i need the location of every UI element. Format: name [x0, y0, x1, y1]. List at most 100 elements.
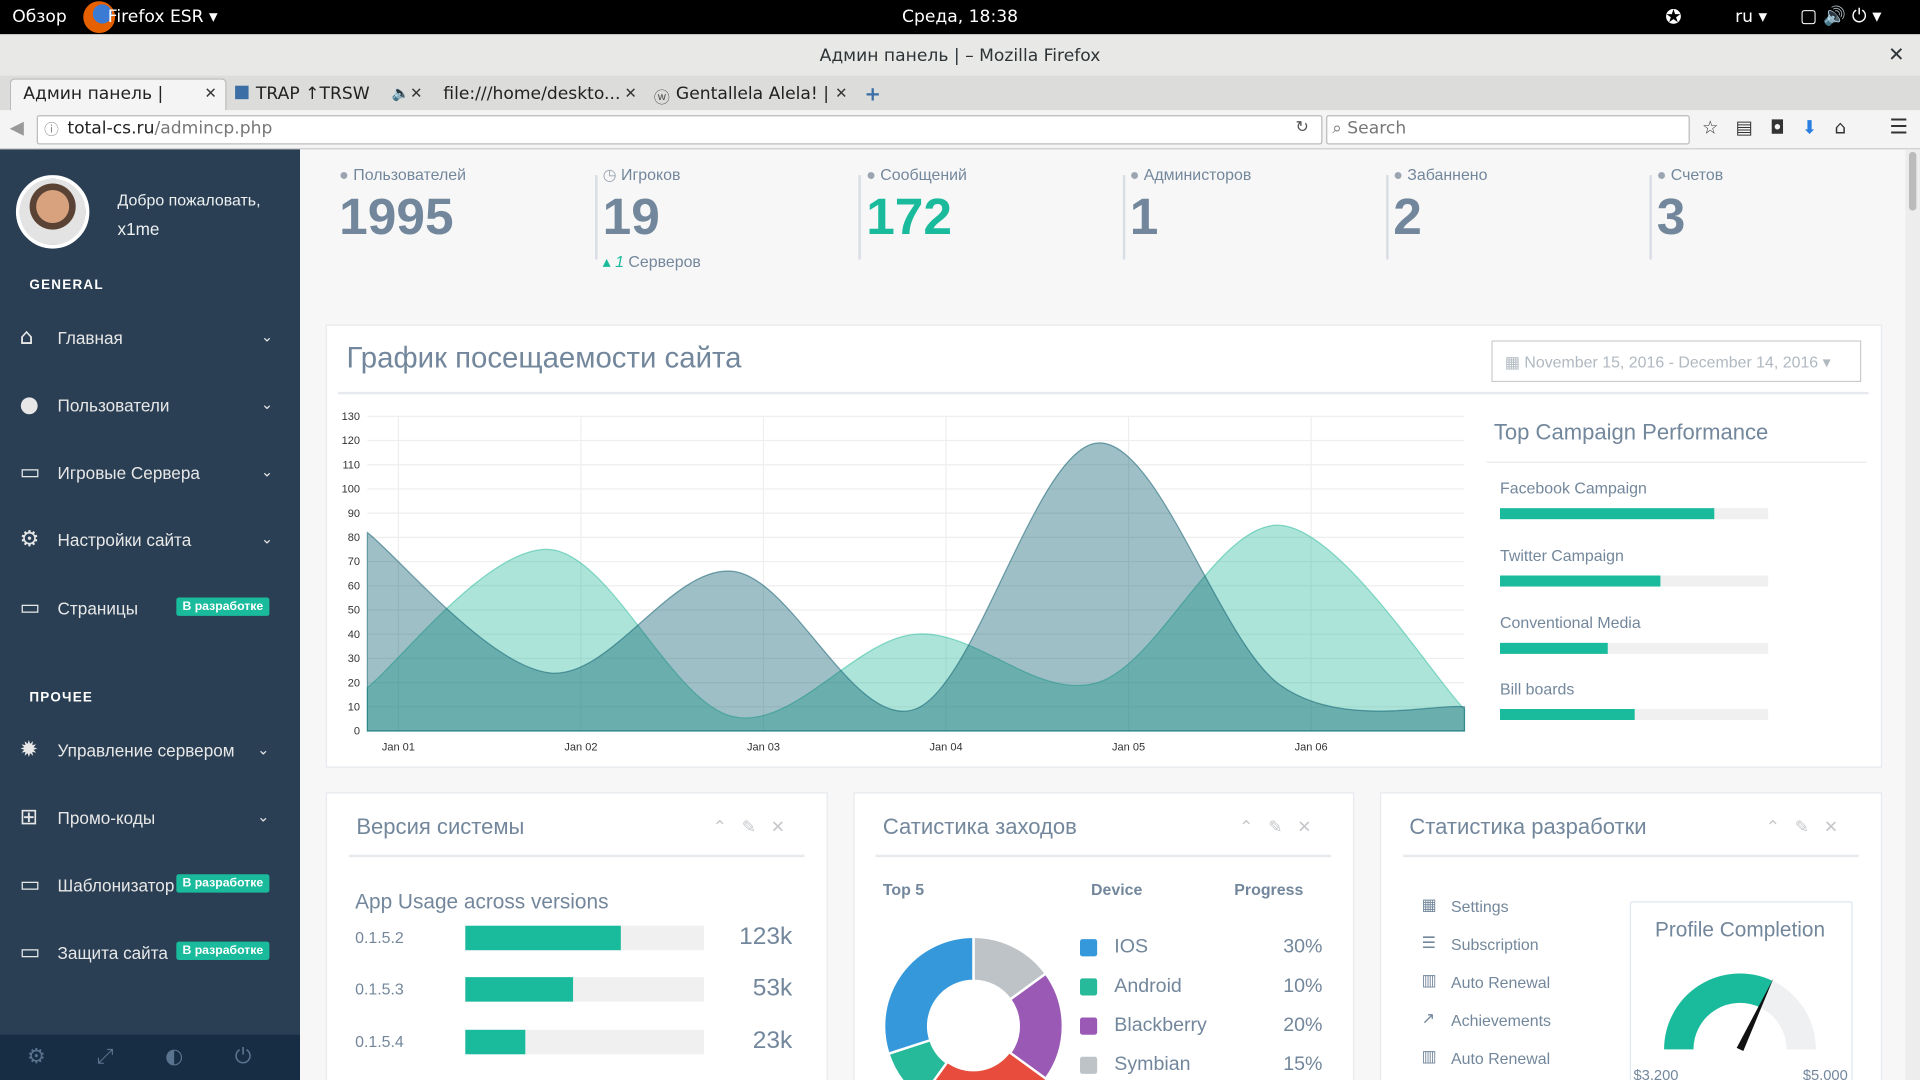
panel-title: Статистика разработки [1409, 814, 1647, 839]
legend-value: 10% [1283, 975, 1323, 997]
footer-icons[interactable]: ⚙⤢◐⏻ [26, 1044, 303, 1069]
chevron: ⌄ [257, 740, 270, 758]
legend-swatch [1080, 978, 1098, 996]
nav-item[interactable]: Главная [57, 328, 123, 348]
nav-icon: ▭ [19, 595, 41, 621]
list-icon: ↗ [1421, 1010, 1435, 1029]
clock[interactable]: Среда, 18:38 [901, 7, 1019, 27]
new-tab[interactable]: + [864, 82, 881, 106]
tab-title[interactable]: file:///home/deskto... [443, 84, 621, 105]
nav-item[interactable]: Шаблонизатор [57, 875, 175, 896]
divider [875, 854, 1332, 858]
legend-name: Android [1114, 975, 1182, 997]
campaign-name: Conventional Media [1500, 613, 1641, 632]
stat-label-text: Забаннено [1407, 165, 1488, 184]
panel-tools[interactable]: ⌃✎✕ [1765, 816, 1853, 837]
tab-title[interactable]: TRAP ↑TRSW [255, 84, 370, 105]
y-tick-label: 0 [354, 726, 360, 738]
list-item[interactable]: Auto Renewal [1451, 973, 1551, 992]
activities[interactable]: Обзор [12, 7, 67, 27]
chevron: ⌄ [260, 530, 274, 548]
stat-value: 3 [1656, 187, 1686, 245]
gauge-title: Profile Completion [1654, 918, 1826, 942]
nav-item[interactable]: Настройки сайта [57, 530, 192, 550]
stat-label-text: Счетов [1670, 165, 1724, 184]
date-picker[interactable] [1491, 340, 1862, 383]
lang: ru [1735, 7, 1754, 27]
back-button[interactable]: ◀ [9, 116, 24, 139]
sidebar-footer [0, 1034, 300, 1080]
nav-item[interactable]: Промо-коды [57, 808, 156, 828]
list-item[interactable]: Subscription [1451, 935, 1539, 954]
legend-value: 15% [1283, 1054, 1323, 1076]
progress-track [1500, 575, 1769, 587]
y-tick-label: 30 [348, 653, 360, 665]
tab-close[interactable]: ✕ [204, 84, 217, 102]
nav-icon: ⊞ [19, 804, 39, 831]
list-icon: ☰ [1421, 934, 1436, 953]
progress-track [465, 977, 705, 1002]
divider [858, 175, 862, 260]
nav-icon: ▭ [19, 871, 41, 898]
url-host: total-cs.ru [67, 118, 155, 139]
campaign-title: Top Campaign Performance [1493, 420, 1769, 445]
tab-close[interactable]: ✕ [624, 84, 637, 102]
badge: В разработке [176, 941, 270, 960]
list-item[interactable]: Achievements [1451, 1011, 1552, 1030]
lang-menu[interactable]: ru ▾ [1735, 7, 1768, 27]
list-item[interactable]: Auto Renewal [1451, 1049, 1551, 1068]
stat-value: 19 [602, 187, 660, 245]
y-tick-label: 40 [348, 629, 360, 641]
version-label: 0.1.5.2 [355, 928, 404, 947]
app-name: Firefox ESR [107, 7, 204, 27]
tab-icon: ⓦ [653, 89, 670, 108]
info-icon[interactable]: ⓘ [44, 121, 59, 139]
versions-subtitle: App Usage across versions [355, 890, 609, 914]
tab-strip [0, 75, 1920, 111]
system-icons[interactable]: ▢ 🔊 ⏻ ▾ [1800, 4, 1882, 27]
search-bar[interactable] [1326, 115, 1690, 145]
col-header: Top 5 [882, 880, 925, 899]
list-item[interactable]: Settings [1451, 897, 1509, 916]
window-title: Админ панель | – Mozilla Firefox [819, 46, 1101, 67]
nav-icon: ⚙ [19, 526, 40, 553]
scrollbar[interactable] [1905, 149, 1920, 1080]
stat-label: ● Счетов [1656, 165, 1724, 184]
col-header: Progress [1234, 880, 1304, 899]
nav-item[interactable]: Страницы [57, 598, 139, 619]
avatar [15, 175, 90, 249]
panel-tools[interactable]: ⌃✎✕ [712, 816, 800, 837]
version-label: 0.1.5.4 [355, 1032, 404, 1051]
progress-track [1500, 508, 1769, 520]
legend-name: IOS [1114, 936, 1149, 958]
tab-close[interactable]: 🔈✕ [391, 84, 423, 102]
menu-button[interactable]: ☰ [1889, 115, 1909, 140]
divider [1385, 175, 1389, 260]
app-menu[interactable]: Firefox ESR ▾ [107, 7, 218, 27]
legend-name: Symbian [1114, 1054, 1191, 1076]
active-tab[interactable] [9, 78, 227, 112]
y-tick-label: 60 [348, 580, 360, 592]
divider [337, 391, 1869, 395]
tab-close[interactable]: ✕ [835, 84, 848, 102]
y-tick-label: 20 [348, 677, 360, 689]
toolbar-icons[interactable]: ☆▤◘⬇⌂ [1702, 116, 1864, 139]
url-bar[interactable] [36, 115, 1323, 145]
campaign-name: Facebook Campaign [1500, 478, 1647, 498]
area [366, 524, 1466, 732]
chevron: ⌄ [257, 808, 270, 826]
reload[interactable]: ↻ [1295, 118, 1309, 138]
nav-item[interactable]: Управление сервером [57, 740, 235, 761]
accessibility-icon[interactable]: ✪ [1665, 4, 1682, 29]
tab-icon [235, 85, 249, 100]
welcome: Добро пожаловать, [117, 191, 261, 210]
nav-item[interactable]: Пользователи [57, 395, 170, 416]
panel-tools[interactable]: ⌃✎✕ [1239, 816, 1327, 837]
tab-title[interactable]: Gentallela Alela! | [675, 84, 830, 105]
legend-value: 30% [1283, 936, 1323, 958]
nav-item[interactable]: Защита сайта [57, 942, 168, 963]
nav-item[interactable]: Игровые Сервера [57, 462, 200, 483]
progress-track [465, 1029, 705, 1055]
close-window[interactable]: ✕ [1888, 42, 1905, 67]
